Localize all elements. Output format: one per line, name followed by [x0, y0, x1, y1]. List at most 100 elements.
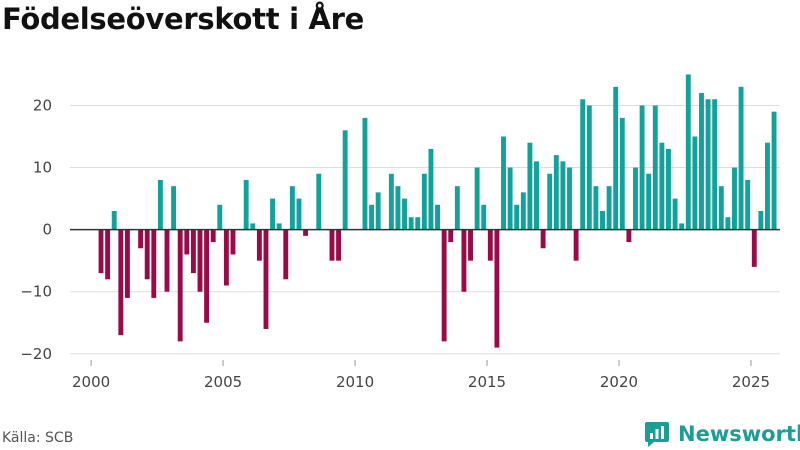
- bar-positive: [758, 211, 764, 230]
- bar-negative: [118, 229, 124, 336]
- bar-negative: [626, 229, 632, 243]
- bar-negative: [329, 229, 335, 261]
- bar-negative: [540, 229, 546, 249]
- bar-positive: [619, 117, 625, 230]
- bar-negative: [184, 229, 190, 255]
- bar-negative: [263, 229, 269, 329]
- bar-positive: [270, 198, 276, 230]
- bar-positive: [157, 179, 163, 230]
- bar-positive: [421, 173, 427, 230]
- bar-positive: [613, 86, 619, 230]
- bar-positive: [705, 99, 711, 230]
- bar-positive: [375, 192, 381, 230]
- bar-positive: [586, 105, 592, 230]
- bar-positive: [685, 74, 691, 230]
- x-axis-ticks: [90, 360, 752, 366]
- x-tick-label: 2005: [204, 373, 242, 391]
- x-tick-label: 2015: [468, 373, 506, 391]
- bar-negative: [151, 229, 157, 298]
- bar-positive: [520, 192, 526, 230]
- bar-positive: [296, 198, 302, 230]
- bar-positive: [408, 217, 414, 230]
- bar-positive: [435, 204, 440, 230]
- bar-positive: [428, 148, 434, 230]
- bar-positive: [243, 179, 249, 230]
- y-tick-label: −20: [20, 345, 52, 363]
- bar-positive: [659, 142, 665, 230]
- x-tick-label: 2025: [732, 373, 770, 391]
- bar-negative: [751, 229, 757, 267]
- bar-positive: [699, 93, 704, 230]
- bar-negative: [494, 229, 500, 348]
- bar-positive: [580, 99, 586, 230]
- bar-negative: [164, 229, 170, 292]
- bar-positive: [501, 136, 506, 230]
- bar-positive: [732, 167, 737, 230]
- brand-name: Newsworthy: [678, 422, 800, 446]
- bar-positive: [771, 111, 777, 230]
- bar-negative: [197, 229, 203, 292]
- source-label: Källa: SCB: [2, 430, 74, 446]
- x-tick-label: 2010: [336, 373, 374, 391]
- bar-positive: [289, 186, 295, 230]
- bar-positive: [250, 223, 256, 230]
- bar-negative: [98, 229, 104, 274]
- bar-positive: [342, 130, 348, 230]
- bar-positive: [646, 173, 652, 230]
- bar-negative: [138, 229, 144, 249]
- bar-negative: [303, 229, 309, 236]
- x-tick-label: 2000: [72, 373, 110, 391]
- bar-negative: [468, 229, 473, 261]
- bar-positive: [454, 186, 460, 230]
- bar-positive: [474, 167, 480, 230]
- bar-negative: [256, 229, 262, 261]
- brand-logo[interactable]: Newsworthy: [644, 420, 800, 448]
- bar-positive: [765, 142, 770, 230]
- y-tick-label: 0: [42, 221, 52, 239]
- y-tick-label: 20: [33, 96, 52, 114]
- y-tick-label: −10: [20, 283, 52, 301]
- bar-negative: [487, 229, 493, 261]
- bar-negative: [230, 229, 236, 255]
- bar-positive: [738, 86, 744, 230]
- y-tick-label: 10: [33, 159, 52, 177]
- bar-positive: [718, 186, 724, 230]
- newsworthy-logo-icon: [645, 422, 669, 447]
- bar-positive: [362, 117, 368, 230]
- bar-negative: [210, 229, 216, 243]
- bar-positive: [666, 148, 671, 230]
- bar-negative: [461, 229, 467, 292]
- y-axis-labels: −20 −10 0 10 20: [20, 96, 52, 362]
- bar-positive: [534, 161, 539, 230]
- bar-negative: [283, 229, 289, 280]
- bar-positive: [514, 204, 520, 230]
- bar-positive: [692, 136, 698, 230]
- bar-positive: [652, 105, 658, 230]
- bar-positive: [679, 223, 685, 230]
- x-axis-labels: 2000 2005 2010 2015 2020 2025: [72, 373, 770, 391]
- bar-positive: [369, 204, 374, 230]
- bar-negative: [190, 229, 196, 274]
- bar-negative: [448, 229, 454, 243]
- bar-positive: [606, 186, 612, 230]
- bar-positive: [633, 167, 638, 230]
- bar-positive: [415, 217, 421, 230]
- bar-positive: [725, 217, 731, 230]
- bar-positive: [111, 211, 117, 230]
- bar-positive: [745, 179, 751, 230]
- bar-negative: [105, 229, 111, 280]
- bar-negative: [441, 229, 447, 342]
- chart-title: Födelseöverskott i Åre: [2, 2, 365, 36]
- bar-positive: [672, 198, 678, 230]
- bar-positive: [395, 186, 401, 230]
- bar-negative: [223, 229, 229, 286]
- bar-positive: [507, 167, 513, 230]
- bar-positive: [560, 161, 566, 230]
- bar-positive: [402, 198, 407, 230]
- bar-positive: [593, 186, 599, 230]
- bar-negative: [144, 229, 150, 280]
- bar-positive: [639, 105, 645, 230]
- bar-negative: [336, 229, 342, 261]
- bar-positive: [553, 155, 559, 230]
- bar-positive: [481, 204, 487, 230]
